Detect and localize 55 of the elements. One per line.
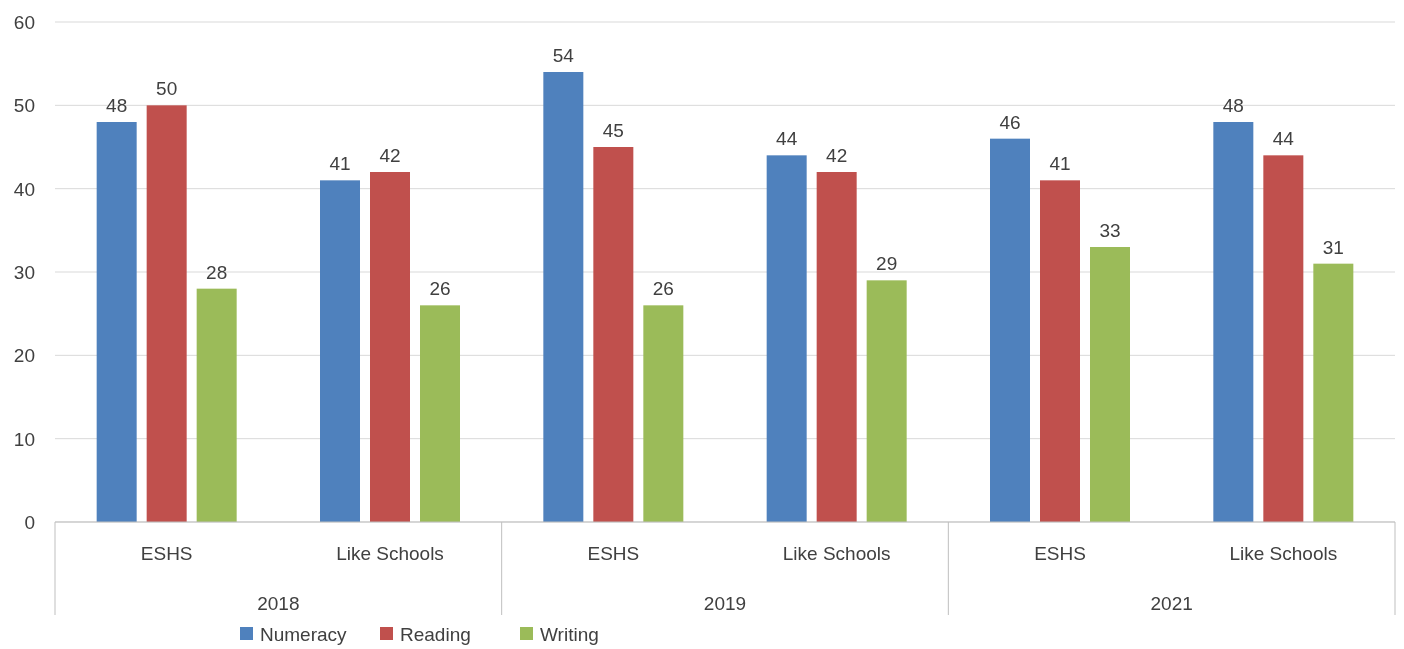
bar: [766, 155, 807, 522]
data-label: 42: [826, 145, 848, 166]
bar: [1090, 247, 1130, 522]
data-label: 33: [1099, 220, 1121, 241]
x-tick-label: Like Schools: [1229, 543, 1338, 564]
y-tick-label: 20: [13, 345, 35, 367]
data-label: 48: [1222, 95, 1244, 116]
bar: [1040, 180, 1080, 522]
y-tick-label: 10: [13, 428, 35, 450]
bar: [1213, 122, 1254, 522]
data-label: 50: [156, 78, 178, 100]
y-tick-label: 30: [13, 262, 35, 283]
bar: [320, 180, 360, 522]
data-label: 26: [652, 278, 674, 300]
x-tick-label: Like Schools: [336, 543, 444, 564]
data-label: 54: [552, 45, 575, 66]
y-tick-label: 60: [13, 12, 35, 33]
bar: [543, 72, 584, 522]
legend-label: Reading: [400, 624, 471, 645]
data-label: 42: [379, 145, 401, 166]
data-label: 41: [329, 153, 351, 175]
data-label: 29: [876, 253, 898, 275]
text: 2021: [1150, 593, 1193, 614]
y-tick-label: 40: [13, 178, 35, 200]
data-label: 26: [429, 278, 451, 300]
legend-label: Writing: [540, 624, 599, 645]
bar: [96, 122, 137, 522]
y-tick-label: 0: [24, 512, 35, 533]
data-label: 28: [206, 261, 228, 283]
bar: [1313, 263, 1354, 522]
data-label: 44: [1272, 128, 1295, 150]
data-label: 46: [999, 111, 1021, 133]
data-label: 44: [776, 128, 798, 150]
data-label: 41: [1049, 153, 1071, 175]
x-tick-label: ESHS: [1034, 543, 1086, 564]
bar: [816, 172, 857, 522]
bar: [643, 305, 684, 522]
text: 2018: [257, 593, 300, 614]
x-tick-label: ESHS: [587, 543, 640, 564]
bar: [866, 280, 907, 522]
bar: [370, 172, 410, 522]
data-label: 31: [1322, 236, 1344, 258]
legend-label: Numeracy: [260, 624, 348, 645]
bar: [420, 305, 460, 522]
bar: [146, 105, 187, 522]
bar: [990, 138, 1030, 522]
text: 2019: [703, 593, 747, 614]
data-label: 45: [602, 120, 624, 141]
x-tick-label: Like Schools: [782, 543, 891, 564]
bar: [593, 147, 634, 522]
x-tick-label: ESHS: [140, 543, 193, 564]
bar: [1263, 155, 1304, 522]
bar: [196, 288, 237, 522]
data-label: 48: [106, 95, 128, 116]
y-tick-label: 50: [13, 95, 35, 117]
